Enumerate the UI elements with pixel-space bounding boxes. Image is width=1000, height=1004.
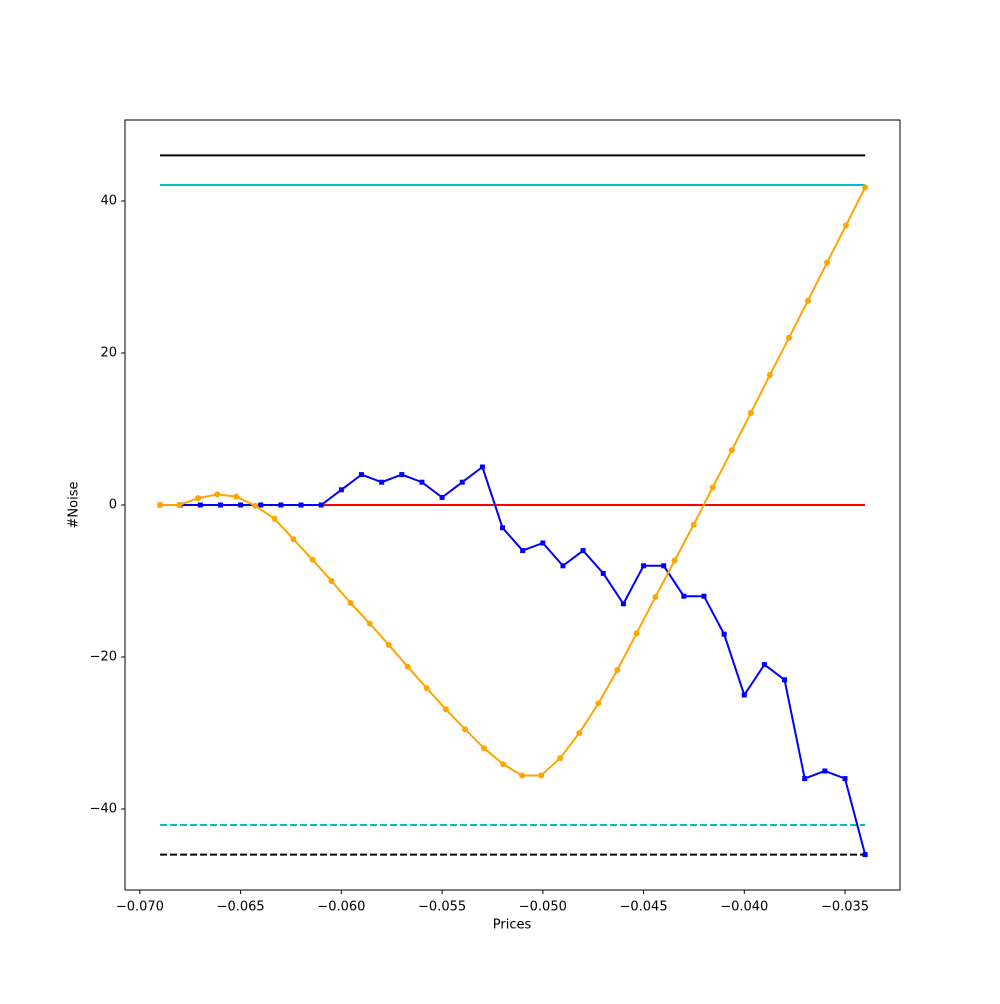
marker [385,641,392,648]
marker [862,852,868,858]
marker [359,472,365,478]
marker [661,563,667,569]
x-tick-label: −0.055 [418,900,466,915]
marker [366,620,373,627]
marker [785,334,792,341]
marker [620,601,626,607]
marker [822,768,828,774]
line [160,186,867,777]
marker [298,502,304,508]
x-tick-label: −0.070 [116,900,164,915]
marker [278,502,284,508]
marker [520,548,526,554]
line [160,465,867,855]
marker [233,493,240,500]
x-tick-label: −0.065 [217,900,265,915]
marker [761,662,767,668]
marker [258,502,264,508]
marker [318,502,324,508]
marker [728,447,735,454]
marker [290,536,297,543]
y-axis-label: #Noise [67,482,82,529]
marker [519,772,526,779]
marker [157,502,164,508]
marker [540,540,546,546]
marker [195,495,202,502]
marker [238,502,244,508]
marker [843,222,850,229]
x-tick-label: −0.060 [317,900,365,915]
marker [741,692,747,698]
marker [802,776,808,782]
marker [766,372,773,379]
marker [560,563,566,569]
marker [459,479,465,485]
marker [641,563,647,569]
marker [862,184,869,191]
marker [842,776,848,782]
marker [214,491,221,498]
marker [404,663,411,670]
y-tick-label: −40 [90,801,117,816]
marker [576,729,583,736]
marker [500,525,506,531]
marker [439,494,445,500]
marker [328,577,335,584]
marker [217,502,223,508]
marker [176,502,183,508]
marker [782,677,788,683]
marker [580,548,586,554]
marker [804,297,811,304]
marker [633,630,640,637]
marker [538,772,545,779]
marker [252,502,259,509]
y-tick-label: 20 [100,346,117,361]
marker [614,666,621,673]
x-tick-label: −0.040 [720,900,768,915]
y-tick-label: 40 [100,194,117,209]
marker [197,502,203,508]
marker [747,410,754,417]
marker [442,706,449,713]
marker [423,685,430,692]
marker [419,479,425,485]
marker [595,700,602,707]
y-tick-label: 0 [109,498,117,513]
marker [701,593,707,599]
marker [721,631,727,637]
marker [480,745,487,752]
marker [309,556,316,563]
marker [479,464,485,470]
marker [399,472,405,478]
marker [690,521,697,528]
x-tick-label: −0.050 [519,900,567,915]
marker [347,600,354,607]
marker [271,515,278,522]
marker [671,557,678,564]
marker [681,593,687,599]
plot-frame [124,119,901,891]
marker [500,761,507,768]
marker [557,755,564,762]
marker [600,570,606,576]
marker [379,479,385,485]
marker [338,487,344,493]
marker [709,484,716,491]
x-tick-label: −0.035 [821,900,869,915]
x-axis-label: Prices [493,918,532,933]
marker [824,259,831,266]
y-tick-label: −20 [90,649,117,664]
marker [652,593,659,600]
x-tick-label: −0.045 [619,900,667,915]
marker [462,726,469,733]
